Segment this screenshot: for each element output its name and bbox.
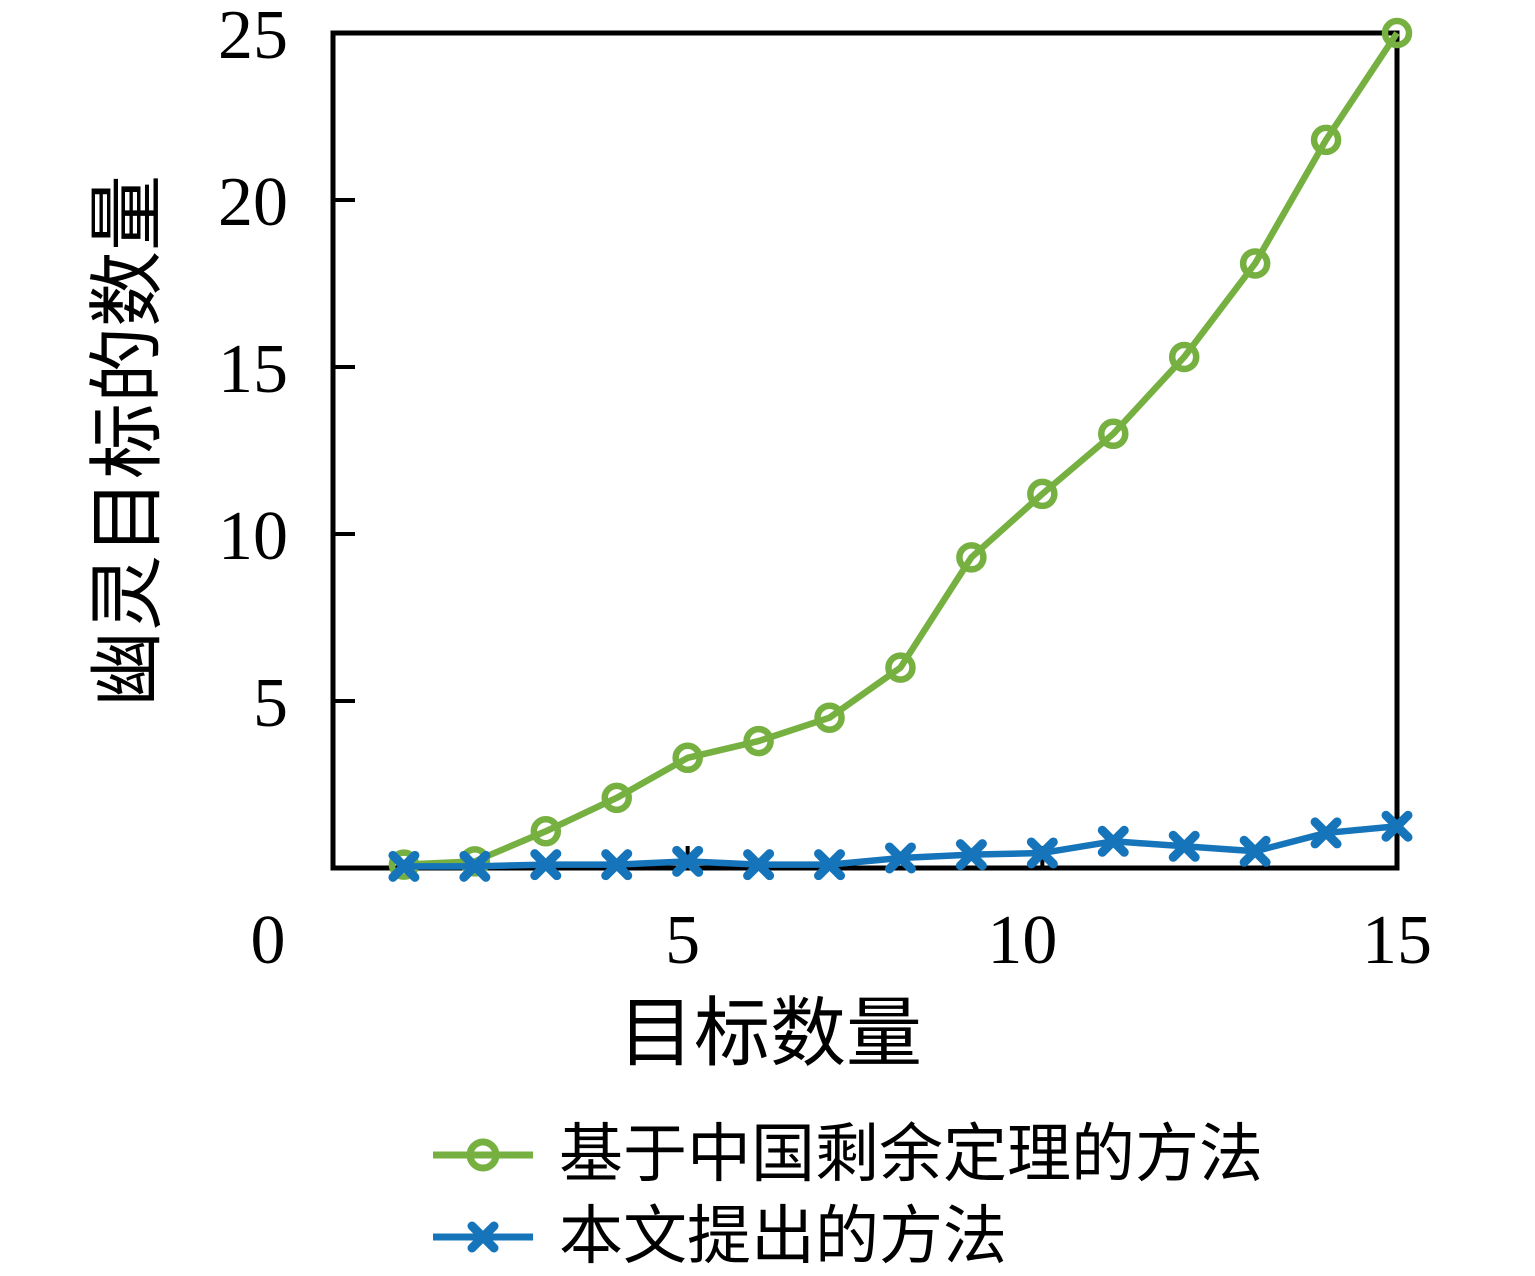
tick-label-layer: 0 5 10 15 5 10 15 20 25 xyxy=(218,0,1432,979)
data-point-x-icon xyxy=(814,849,846,881)
legend-item-crt-method: 基于中国剩余定理的方法 xyxy=(433,1114,1263,1196)
x-tick-label: 5 xyxy=(665,902,700,979)
data-point-x-icon xyxy=(388,850,420,882)
legend-line-x-icon xyxy=(433,1221,533,1253)
series-line-0 xyxy=(403,31,1400,868)
y-tick-label: 25 xyxy=(218,0,288,74)
x-tick-label: 15 xyxy=(1362,902,1432,979)
data-point-x-icon xyxy=(1310,817,1342,849)
legend-item-proposed-method: 本文提出的方法 xyxy=(433,1196,1263,1276)
y-tick-label: 20 xyxy=(218,164,288,241)
data-point-circle-icon xyxy=(956,542,987,573)
data-point-x-icon xyxy=(1168,830,1200,862)
series-layer xyxy=(388,17,1413,882)
data-point-circle-icon xyxy=(743,725,774,757)
data-point-x-icon xyxy=(1381,810,1413,842)
legend-label-proposed-method: 本文提出的方法 xyxy=(559,1201,1007,1272)
data-point-circle-icon xyxy=(1168,341,1200,373)
y-tick-label: 5 xyxy=(253,665,288,742)
data-point-x-icon xyxy=(955,839,987,871)
y-tick-label: 15 xyxy=(218,331,288,408)
legend-label-crt-method: 基于中国剩余定理的方法 xyxy=(559,1119,1263,1190)
data-point-x-icon xyxy=(743,849,775,881)
data-point-circle-icon xyxy=(885,652,916,683)
data-point-circle-icon xyxy=(1098,418,1129,450)
data-point-circle-icon xyxy=(1027,478,1058,510)
data-point-x-icon xyxy=(1239,835,1271,867)
x-tick-label: 0 xyxy=(251,902,286,979)
axes-layer xyxy=(330,30,1400,871)
data-point-circle-icon xyxy=(1381,17,1413,49)
data-point-x-icon xyxy=(884,842,916,874)
plot-border xyxy=(330,30,1400,871)
data-point-x-icon xyxy=(672,845,704,877)
data-point-circle-icon xyxy=(814,702,845,733)
y-axis-label: 幽灵目标的数量 xyxy=(86,175,170,707)
data-point-circle-icon xyxy=(601,782,632,814)
data-point-circle-icon xyxy=(1310,124,1342,156)
data-point-x-icon xyxy=(530,849,562,881)
data-point-x-icon xyxy=(459,850,491,882)
legend-line-circle-icon xyxy=(433,1138,533,1172)
data-point-x-icon xyxy=(1026,837,1058,869)
y-tick-label: 10 xyxy=(218,498,288,575)
data-point-x-icon xyxy=(1097,825,1129,857)
data-point-circle-icon xyxy=(530,816,562,847)
x-axis-label: 目标数量 xyxy=(618,992,922,1076)
data-point-circle-icon xyxy=(672,742,703,774)
data-point-circle-icon xyxy=(459,846,491,877)
data-point-circle-icon xyxy=(1239,248,1271,279)
x-tick-label: 10 xyxy=(987,902,1057,979)
legend: 基于中国剩余定理的方法 本文提出的方法 xyxy=(433,1114,1263,1276)
data-point-x-icon xyxy=(601,849,633,881)
